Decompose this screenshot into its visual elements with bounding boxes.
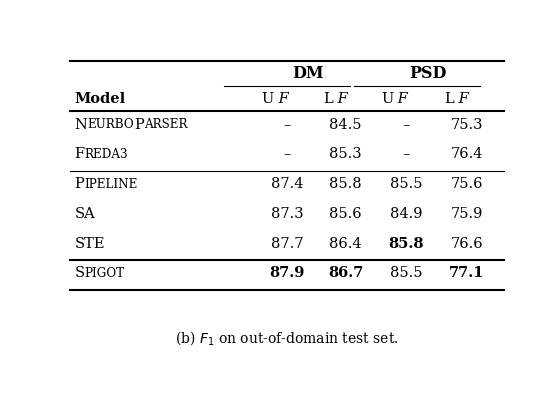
Text: F: F: [393, 92, 408, 106]
Text: 87.3: 87.3: [270, 207, 304, 221]
Text: –: –: [403, 118, 410, 132]
Text: U: U: [381, 92, 393, 106]
Text: 87.9: 87.9: [269, 266, 305, 280]
Text: 85.5: 85.5: [390, 266, 423, 280]
Text: IPELINE: IPELINE: [84, 178, 137, 191]
Text: PIGOT: PIGOT: [85, 267, 124, 280]
Text: (b) $F_1$ on out-of-domain test set.: (b) $F_1$ on out-of-domain test set.: [175, 330, 399, 348]
Text: P: P: [134, 118, 143, 132]
Text: 85.6: 85.6: [329, 207, 362, 221]
Text: 87.7: 87.7: [270, 236, 304, 251]
Text: F: F: [274, 92, 289, 106]
Text: PSD: PSD: [409, 65, 447, 82]
Text: 86.7: 86.7: [328, 266, 363, 280]
Text: 75.9: 75.9: [451, 207, 483, 221]
Text: 87.4: 87.4: [270, 177, 304, 191]
Text: –: –: [283, 118, 291, 132]
Text: 84.9: 84.9: [390, 207, 423, 221]
Text: L: L: [323, 92, 333, 106]
Text: ARSER: ARSER: [143, 118, 187, 131]
Text: STE: STE: [74, 236, 105, 251]
Text: 76.4: 76.4: [451, 147, 483, 162]
Text: 85.3: 85.3: [329, 147, 362, 162]
Text: 75.3: 75.3: [451, 118, 483, 132]
Text: F: F: [454, 92, 469, 106]
Text: EURBO: EURBO: [87, 118, 134, 131]
Text: L: L: [444, 92, 454, 106]
Text: 76.6: 76.6: [451, 236, 483, 251]
Text: –: –: [283, 147, 291, 162]
Text: Model: Model: [74, 92, 125, 106]
Text: F: F: [74, 147, 85, 162]
Text: 86.4: 86.4: [329, 236, 362, 251]
Text: REDA3: REDA3: [85, 148, 128, 161]
Text: DM: DM: [292, 65, 323, 82]
Text: F: F: [333, 92, 347, 106]
Text: P: P: [74, 177, 84, 191]
Text: U: U: [262, 92, 274, 106]
Text: 77.1: 77.1: [449, 266, 485, 280]
Text: S: S: [74, 266, 85, 280]
Text: SA: SA: [74, 207, 95, 221]
Text: 85.8: 85.8: [389, 236, 424, 251]
Text: –: –: [403, 147, 410, 162]
Text: 85.5: 85.5: [390, 177, 423, 191]
Text: 85.8: 85.8: [329, 177, 362, 191]
Text: N: N: [74, 118, 87, 132]
Text: 84.5: 84.5: [329, 118, 362, 132]
Text: 75.6: 75.6: [451, 177, 483, 191]
